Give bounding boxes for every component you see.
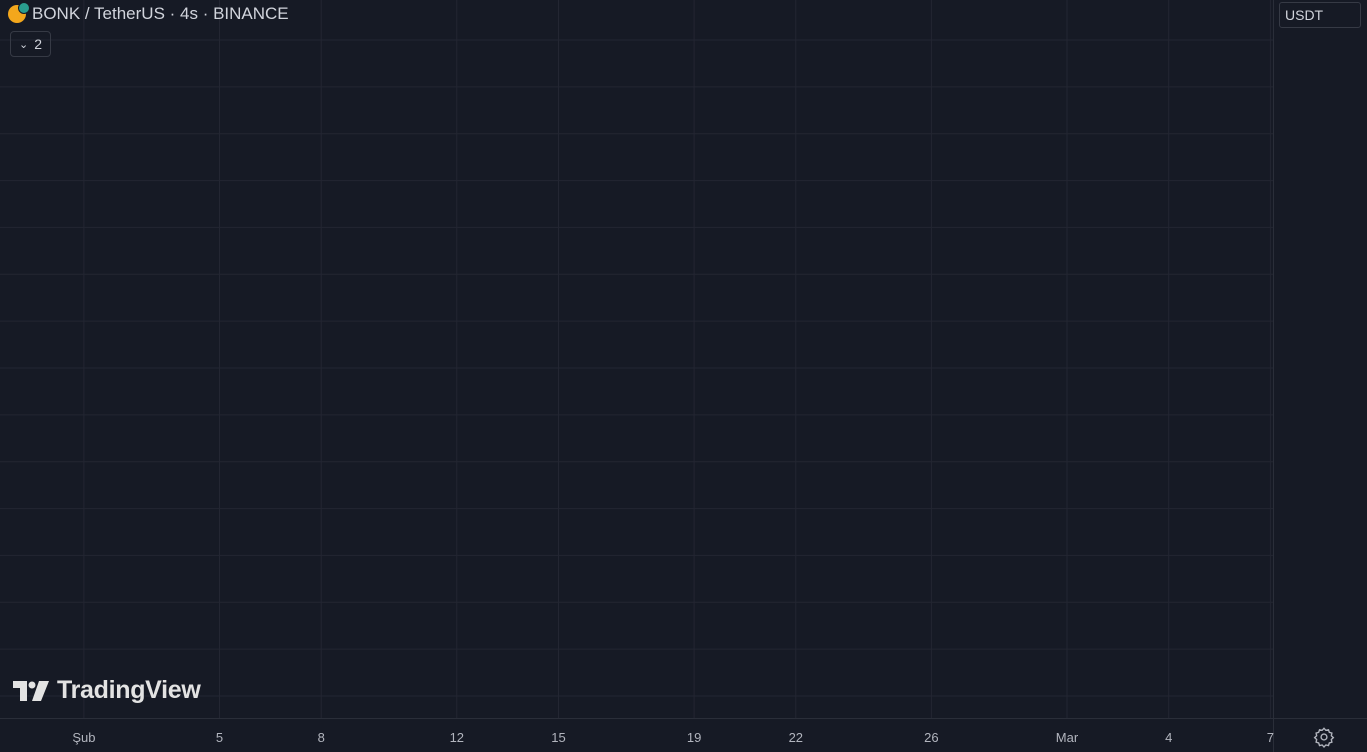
symbol-header[interactable]: BONK / TetherUS · 4s · BINANCE (8, 2, 289, 24)
time-tick-label: 12 (450, 730, 464, 745)
time-tick-label: Şub (72, 730, 95, 745)
time-tick-label: 26 (924, 730, 938, 745)
time-tick-label: 7 (1267, 730, 1274, 745)
currency-label: USDT (1285, 7, 1324, 23)
currency-selector[interactable]: USDT (1279, 2, 1361, 28)
time-tick-label: 15 (551, 730, 565, 745)
indicator-count: 2 (34, 36, 43, 52)
time-tick-label: 8 (318, 730, 325, 745)
time-tick-label: 5 (216, 730, 223, 745)
logo-text: TradingView (57, 676, 201, 704)
time-tick-label: Mar (1056, 730, 1079, 745)
time-tick-label: 19 (687, 730, 701, 745)
indicators-toggle[interactable]: ⌄ 2 (10, 31, 52, 57)
symbol-title[interactable]: BONK / TetherUS · 4s · BINANCE (32, 4, 289, 23)
time-tick-label: 4 (1165, 730, 1172, 745)
bonk-coin-icon (8, 2, 30, 23)
tradingview-logo-icon (13, 680, 49, 701)
gear-icon[interactable] (1313, 726, 1335, 748)
tradingview-logo[interactable]: TradingView (13, 676, 201, 705)
time-axis[interactable]: Şub 5 8 12 15 19 22 26 Mar 4 7 (72, 730, 1274, 745)
chevron-down-icon: ⌄ (19, 38, 29, 51)
time-tick-label: 22 (789, 730, 803, 745)
